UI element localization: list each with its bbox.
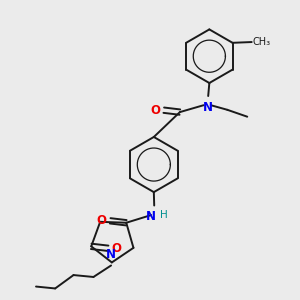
Text: N: N bbox=[146, 211, 156, 224]
Text: O: O bbox=[150, 104, 160, 117]
Text: H: H bbox=[160, 211, 167, 220]
Text: N: N bbox=[202, 101, 212, 114]
Text: N: N bbox=[106, 248, 116, 260]
Text: O: O bbox=[111, 242, 121, 255]
Text: O: O bbox=[96, 214, 106, 227]
Text: CH₃: CH₃ bbox=[253, 37, 271, 47]
